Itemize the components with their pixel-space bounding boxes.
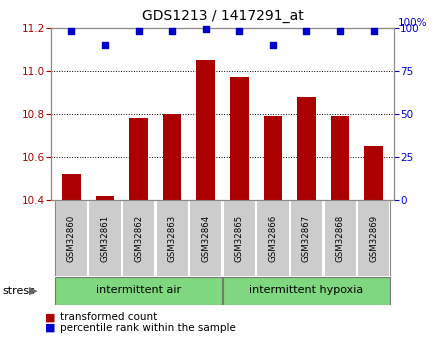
Text: 100%: 100%	[398, 18, 428, 28]
Bar	[290, 200, 322, 276]
Point	[303, 28, 310, 34]
Text: GSM32868: GSM32868	[336, 215, 344, 262]
Bar	[62, 174, 81, 200]
Text: stress: stress	[2, 286, 35, 296]
Point	[135, 28, 142, 34]
Text: GSM32861: GSM32861	[101, 215, 109, 262]
Point	[336, 28, 344, 34]
Point	[370, 28, 377, 34]
Text: GSM32864: GSM32864	[201, 215, 210, 262]
Point	[169, 28, 176, 34]
Bar	[122, 200, 154, 276]
Bar	[189, 200, 222, 276]
Text: percentile rank within the sample: percentile rank within the sample	[60, 323, 236, 333]
Bar	[230, 77, 249, 200]
Text: ■: ■	[44, 313, 55, 322]
Bar	[129, 118, 148, 200]
Text: intermittent air: intermittent air	[96, 285, 181, 295]
Text: intermittent hypoxia: intermittent hypoxia	[249, 285, 364, 295]
Bar	[364, 146, 383, 200]
Text: transformed count: transformed count	[60, 313, 158, 322]
Point	[202, 27, 209, 32]
Bar	[297, 97, 316, 200]
Text: GSM32869: GSM32869	[369, 215, 378, 262]
Point	[101, 42, 109, 48]
Bar	[163, 114, 182, 200]
Bar	[156, 200, 188, 276]
Text: ■: ■	[44, 323, 55, 333]
Bar	[96, 196, 114, 200]
Bar	[223, 200, 255, 276]
Bar	[55, 200, 87, 276]
Bar	[263, 116, 282, 200]
Text: GDS1213 / 1417291_at: GDS1213 / 1417291_at	[142, 9, 303, 23]
Bar	[331, 116, 349, 200]
Point	[68, 28, 75, 34]
Point	[269, 42, 276, 48]
Bar	[55, 277, 222, 305]
Point	[236, 28, 243, 34]
Bar	[256, 200, 289, 276]
Text: GSM32862: GSM32862	[134, 215, 143, 262]
Text: GSM32867: GSM32867	[302, 215, 311, 262]
Bar	[196, 60, 215, 200]
Text: GSM32863: GSM32863	[168, 215, 177, 262]
Bar	[89, 200, 121, 276]
Text: ▶: ▶	[29, 286, 37, 296]
Bar	[357, 200, 389, 276]
Text: GSM32866: GSM32866	[268, 215, 277, 262]
Text: GSM32860: GSM32860	[67, 215, 76, 262]
Text: GSM32865: GSM32865	[235, 215, 244, 262]
Bar	[223, 277, 390, 305]
Bar	[324, 200, 356, 276]
